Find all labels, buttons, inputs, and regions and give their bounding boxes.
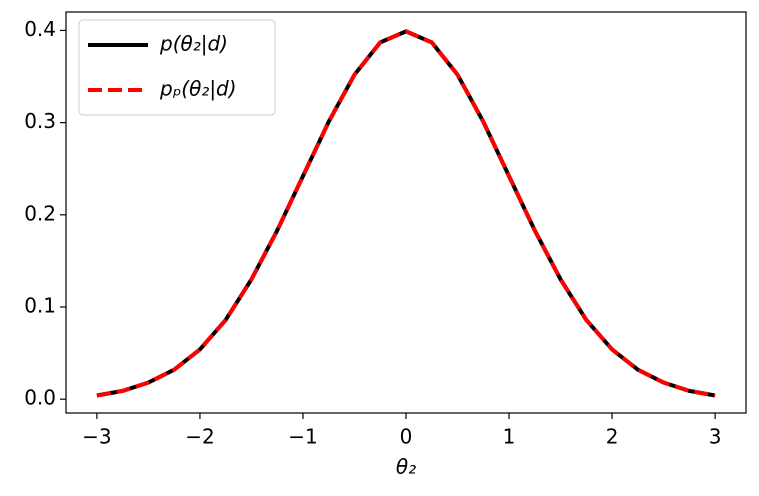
y-tick-label: 0.4 — [24, 17, 56, 41]
x-tick-label: −3 — [82, 425, 111, 449]
x-tick-label: 1 — [503, 425, 516, 449]
x-tick-label: −1 — [288, 425, 317, 449]
x-tick-label: 2 — [606, 425, 619, 449]
x-tick-label: 0 — [400, 425, 413, 449]
y-tick-label: 0.0 — [24, 386, 56, 410]
x-tick-label: −2 — [185, 425, 214, 449]
y-tick-label: 0.1 — [24, 293, 56, 317]
legend-text: pₚ(θ₂|d) — [159, 77, 237, 101]
y-tick-label: 0.3 — [24, 109, 56, 133]
line — [96, 29, 716, 398]
y-tick-label: 0.2 — [24, 201, 56, 225]
legend-text: p(θ₂|d) — [159, 32, 228, 56]
plot-frame — [65, 11, 747, 414]
x-tick-label: 3 — [709, 425, 722, 449]
x-axis-label: θ₂ — [396, 455, 416, 479]
